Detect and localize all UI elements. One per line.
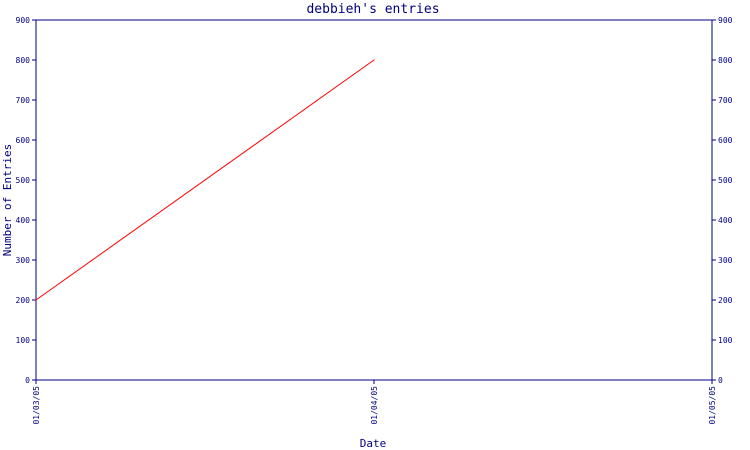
series-group (35, 59, 375, 301)
y-axis-label: Number of Entries (1, 144, 14, 257)
x-axis-label: Date (360, 437, 387, 450)
series-point (35, 299, 37, 301)
y-tick-label-right: 400 (718, 216, 733, 225)
y-tick-label-left: 200 (16, 296, 31, 305)
x-tick-label: 01/05/05 (708, 386, 717, 425)
y-tick-label-right: 0 (718, 376, 723, 385)
y-tick-label-left: 900 (16, 16, 31, 25)
x-tick-label: 01/04/05 (370, 386, 379, 425)
chart-title: debbieh's entries (306, 2, 439, 17)
y-tick-label-right: 500 (718, 176, 733, 185)
y-tick-label-left: 300 (16, 256, 31, 265)
y-tick-label-left: 400 (16, 216, 31, 225)
y-tick-label-right: 900 (718, 16, 733, 25)
y-tick-label-right: 100 (718, 336, 733, 345)
y-tick-label-left: 500 (16, 176, 31, 185)
y-axis-left: 0 100 200 300 400 500 600 700 800 900 (16, 16, 36, 385)
y-tick-label-left: 800 (16, 56, 31, 65)
y-tick-label-right: 700 (718, 96, 733, 105)
y-tick-label-right: 800 (718, 56, 733, 65)
x-tick-label: 01/03/05 (32, 386, 41, 425)
y-axis-right: 0 100 200 300 400 500 600 700 800 900 (712, 16, 733, 385)
y-tick-label-left: 600 (16, 136, 31, 145)
y-tick-label-right: 600 (718, 136, 733, 145)
y-tick-label-left: 700 (16, 96, 31, 105)
series-point (373, 59, 375, 61)
y-tick-label-right: 200 (718, 296, 733, 305)
y-tick-label-left: 100 (16, 336, 31, 345)
x-axis: 01/03/05 01/04/05 01/05/05 (32, 380, 717, 425)
series-line-segment (35, 59, 375, 301)
y-tick-label-right: 300 (718, 256, 733, 265)
y-tick-label-left: 0 (25, 376, 30, 385)
